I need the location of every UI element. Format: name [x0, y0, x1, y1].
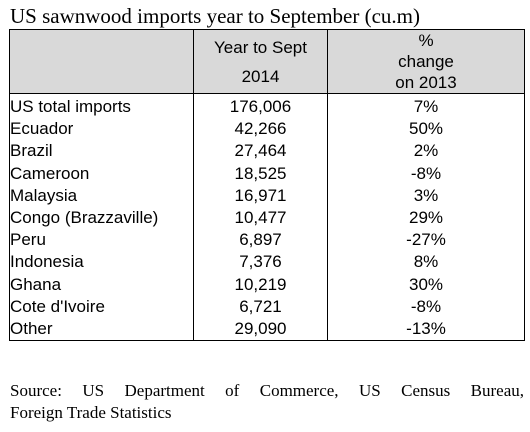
value-cell: 7,376 [239, 252, 282, 272]
source-note: Source: US Department of Commerce, US Ce… [10, 380, 524, 424]
country-cell: Cote d'Ivoire [10, 296, 105, 316]
header-country [9, 29, 194, 94]
table-title: US sawnwood imports year to September (c… [10, 4, 421, 28]
change-cell: 8% [413, 252, 439, 272]
value-column: 176,006 42,266 27,464 18,525 16,971 10,4… [193, 92, 328, 342]
change-cell: -13% [406, 319, 446, 339]
country-cell: Brazil [10, 141, 53, 161]
country-cell: Malaysia [10, 185, 78, 205]
value-cell: 29,090 [234, 319, 287, 339]
header-value-line1: Year to Sept [214, 37, 307, 57]
imports-table: Year to Sept 2014 % change on 2013 US to… [9, 29, 525, 342]
change-cell: -8% [410, 163, 442, 183]
change-cell: -27% [406, 230, 446, 250]
value-cell: 6,897 [239, 230, 282, 250]
value-cell: 27,464 [234, 141, 287, 161]
header-change-line2: change [398, 52, 454, 71]
change-cell: 29% [408, 208, 444, 228]
change-cell: 30% [408, 274, 444, 294]
value-cell: 16,971 [234, 185, 287, 205]
change-cell: 3% [413, 185, 439, 205]
table-header: Year to Sept 2014 % change on 2013 [9, 29, 525, 94]
value-cell: 10,219 [234, 274, 287, 294]
source-line-1: Source: US Department of Commerce, US Ce… [10, 381, 524, 400]
value-cell: 176,006 [229, 97, 292, 116]
change-column: 7% 50% 2% -8% 3% 29% -27% 8% 30% -8% -13… [327, 92, 525, 342]
header-value: Year to Sept 2014 [193, 29, 328, 94]
value-cell: 6,721 [239, 296, 282, 316]
value-cell: 18,525 [234, 163, 287, 183]
country-column: US total imports Ecuador Brazil Cameroon… [9, 92, 194, 342]
source-line-2: Foreign Trade Statistics [10, 403, 172, 422]
header-change-line3: on 2013 [395, 73, 457, 92]
change-cell: 50% [408, 119, 444, 139]
table-body-row: US total imports Ecuador Brazil Cameroon… [9, 92, 525, 342]
country-cell: Indonesia [10, 252, 84, 272]
country-cell: Ecuador [10, 119, 74, 139]
header-change-line1: % [418, 31, 434, 50]
country-cell: US total imports [10, 97, 131, 116]
header-row: Year to Sept 2014 % change on 2013 [9, 29, 525, 94]
change-cell: 7% [413, 97, 439, 116]
country-cell: Ghana [10, 274, 62, 294]
country-cell: Peru [10, 230, 46, 250]
value-cell: 10,477 [234, 208, 287, 228]
country-cell: Congo (Brazzaville) [10, 208, 159, 228]
country-cell: Cameroon [10, 163, 90, 183]
header-value-line2: 2014 [241, 66, 280, 86]
table-body: US total imports Ecuador Brazil Cameroon… [9, 92, 525, 342]
value-cell: 42,266 [234, 119, 287, 139]
header-change: % change on 2013 [327, 29, 525, 94]
change-cell: 2% [413, 141, 439, 161]
change-cell: -8% [410, 296, 442, 316]
country-cell: Other [10, 319, 53, 339]
